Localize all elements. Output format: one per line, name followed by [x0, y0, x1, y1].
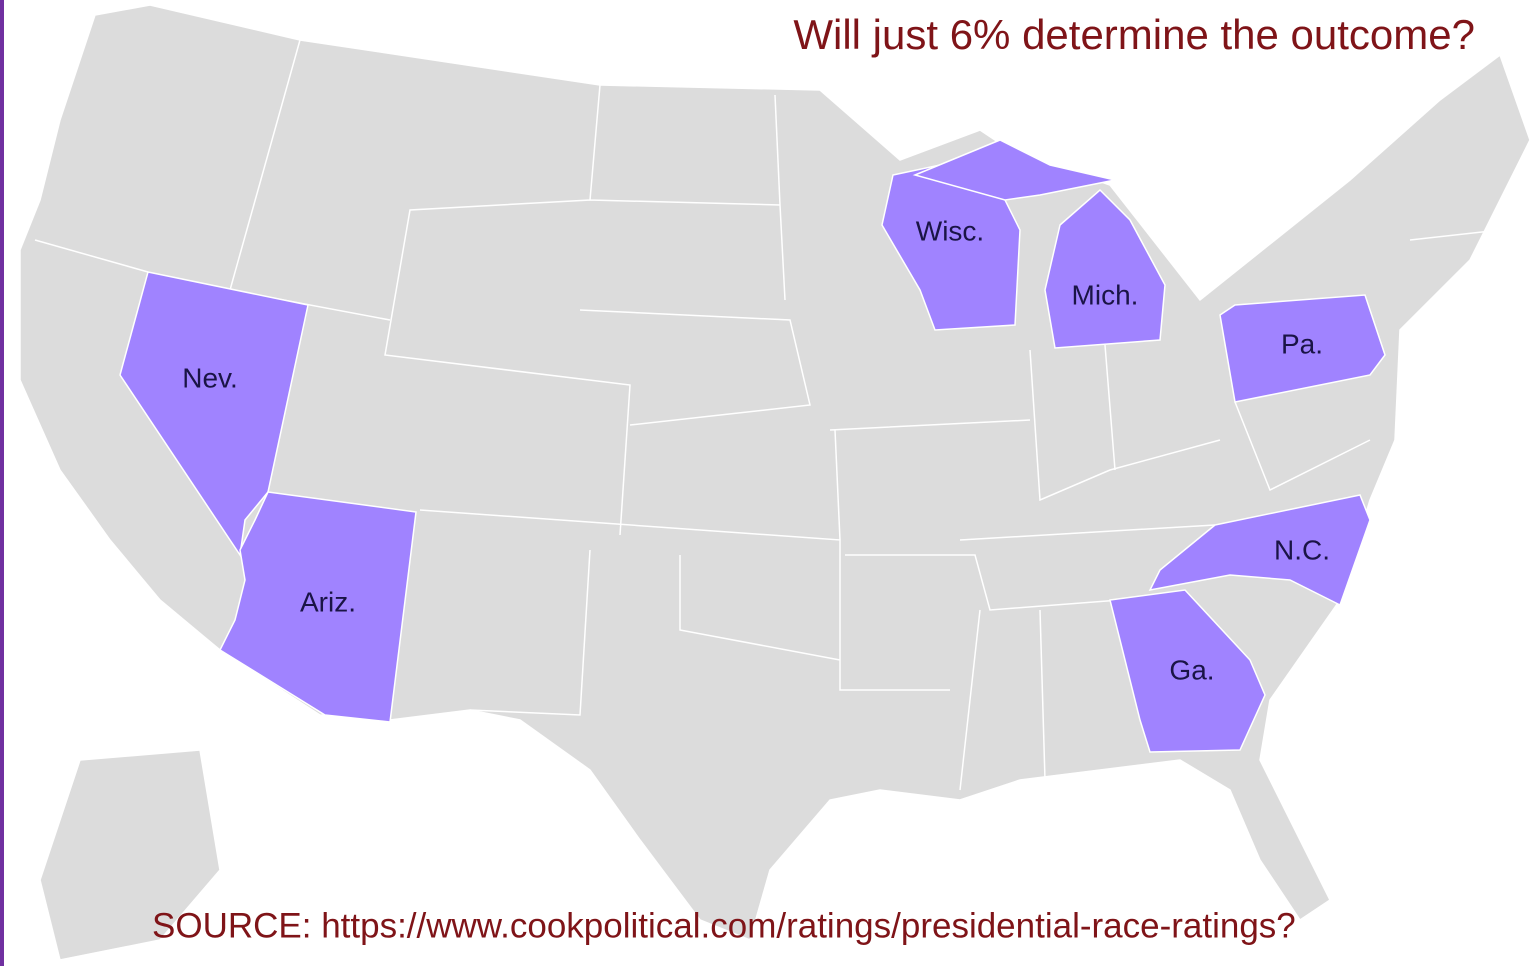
state-label: N.C. — [1274, 534, 1330, 565]
michigan — [912, 139, 1166, 349]
state-label: Wisc. — [916, 215, 984, 246]
state-borders — [34, 39, 1501, 791]
state-label: Pa. — [1281, 328, 1323, 359]
state-label: Nev. — [182, 362, 238, 393]
state-label: Ga. — [1169, 654, 1214, 685]
north-carolina — [1148, 494, 1371, 607]
title: Will just 6% determine the outcome? — [793, 11, 1475, 58]
nevada — [119, 271, 309, 558]
state-label: Mich. — [1072, 279, 1139, 310]
source: SOURCE: https://www.cookpolitical.com/ra… — [152, 906, 1296, 945]
pennsylvania — [1219, 294, 1386, 403]
arizona — [219, 491, 417, 723]
state-label: Ariz. — [300, 586, 356, 617]
left-border — [0, 0, 4, 966]
georgia — [1109, 589, 1266, 753]
alaska — [39, 749, 221, 961]
